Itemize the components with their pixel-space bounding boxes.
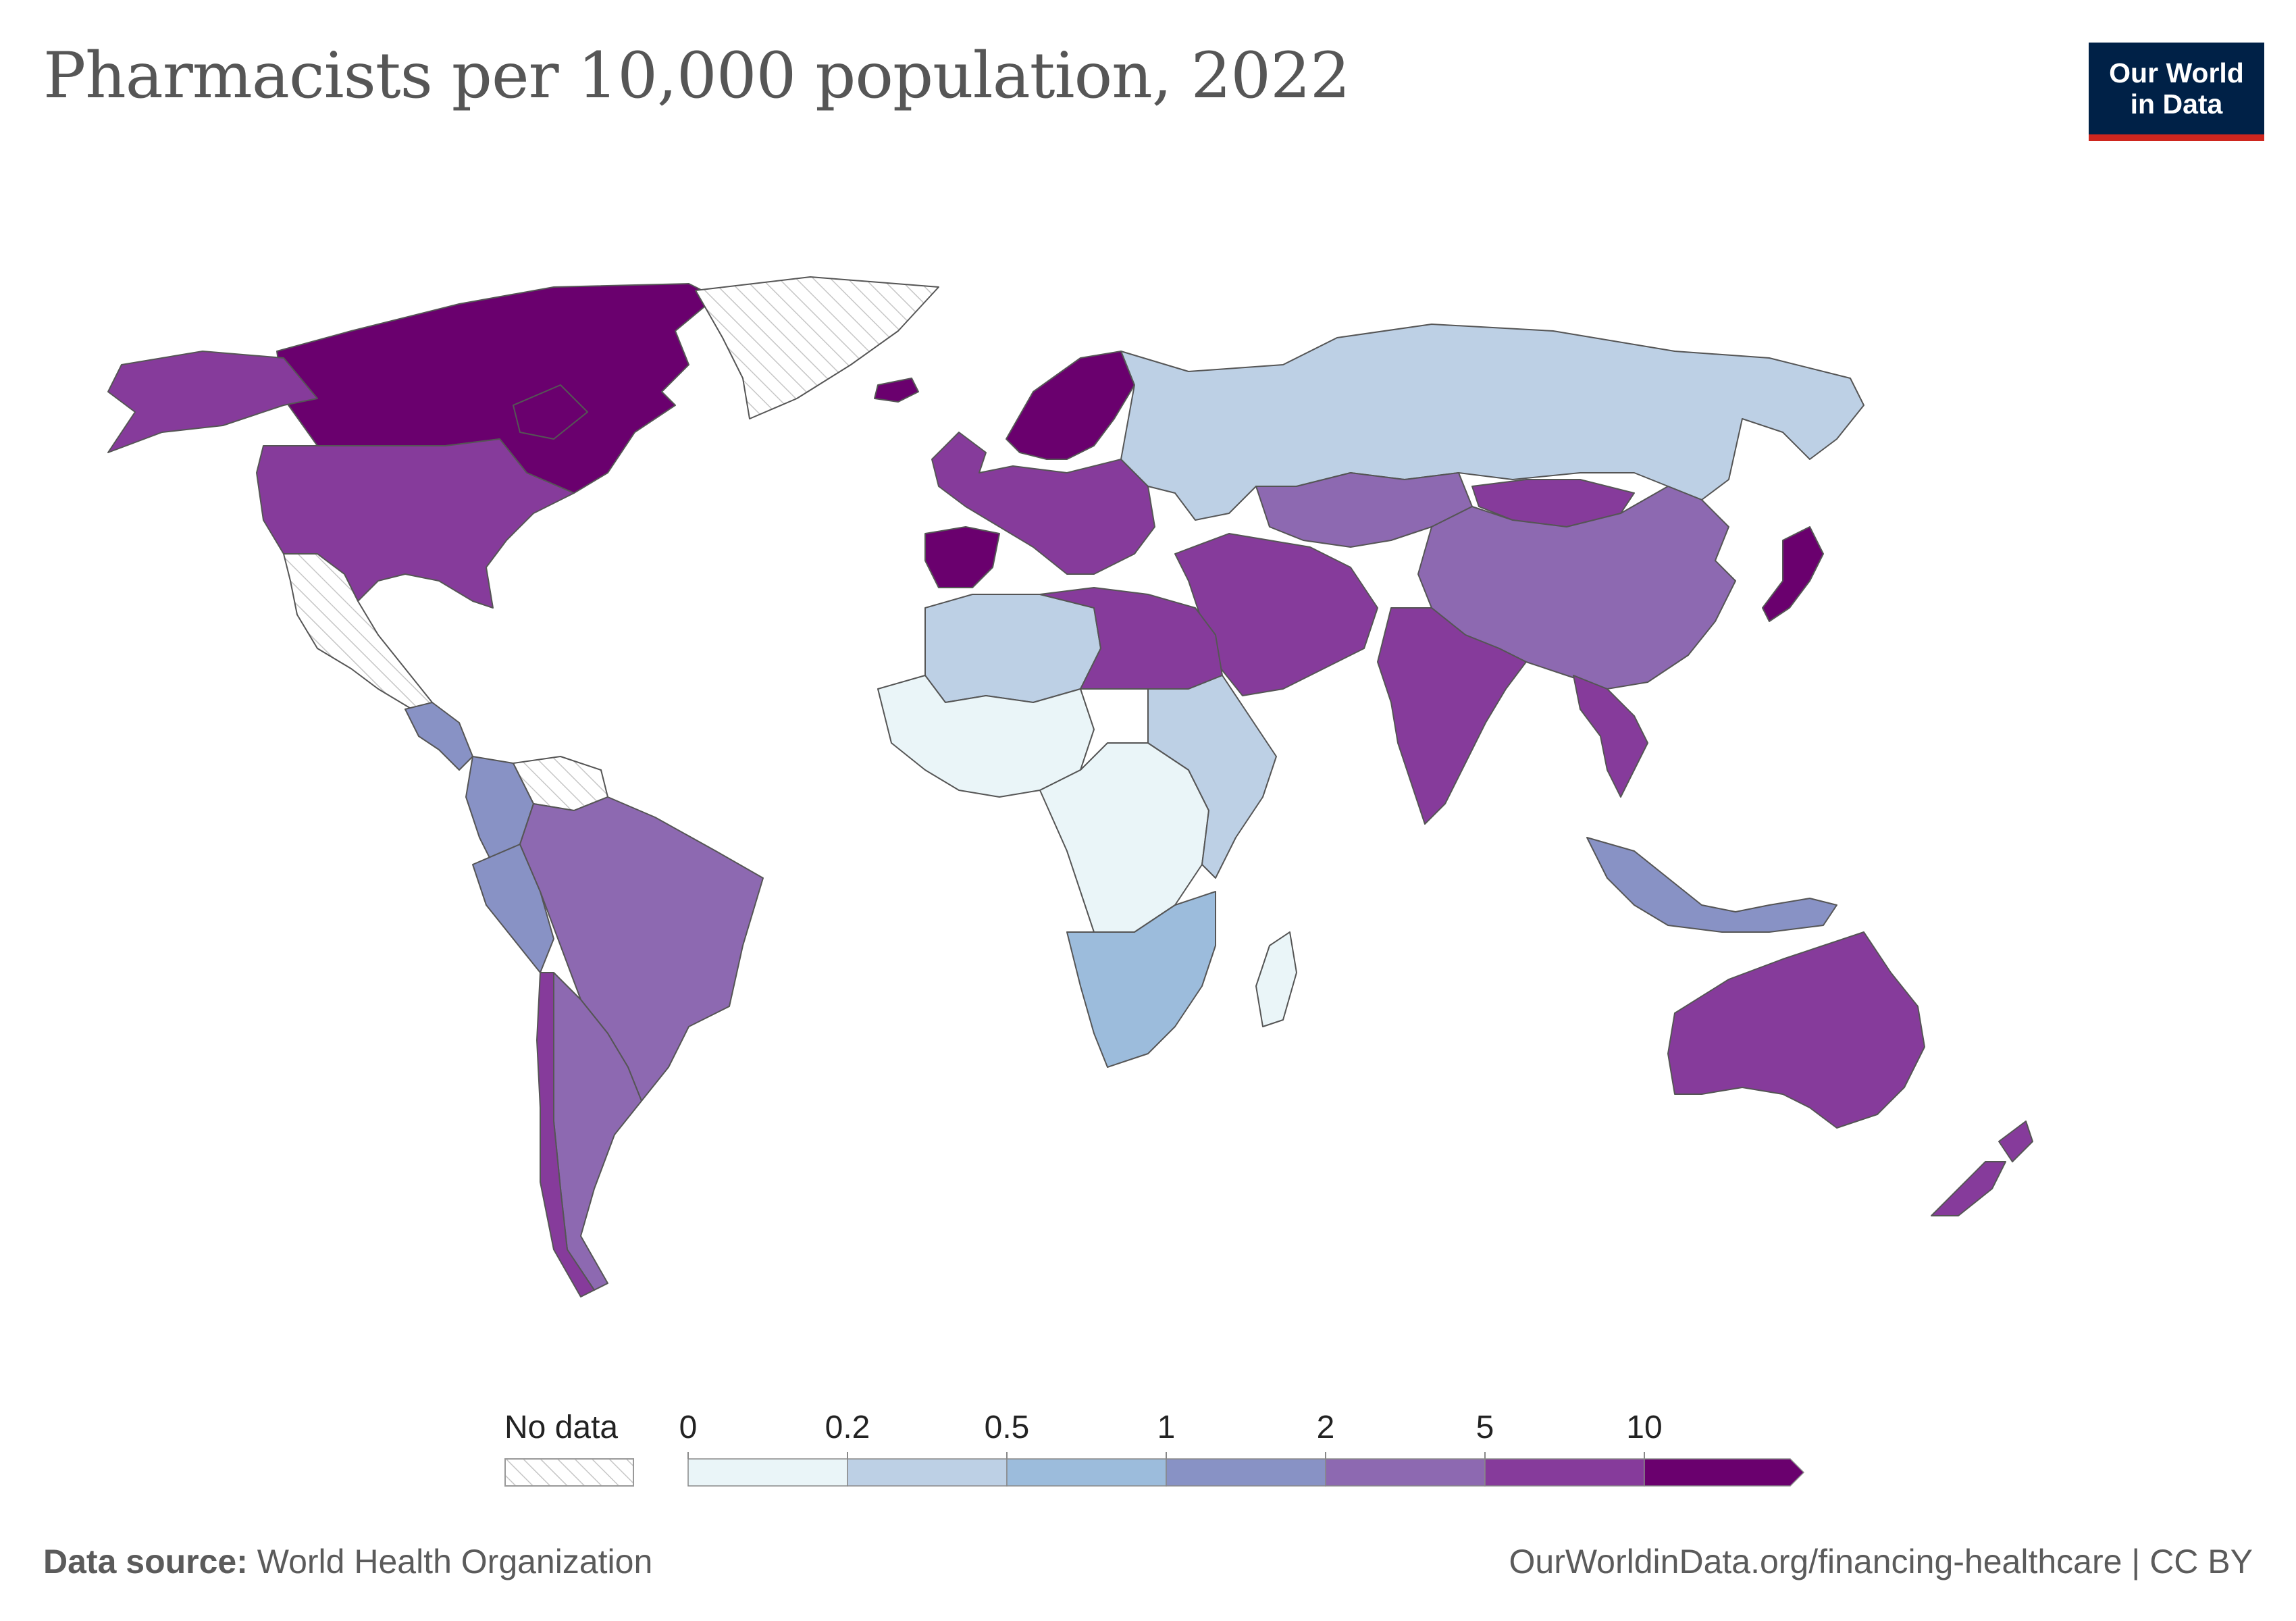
region-scandinavia[interactable] [1006, 351, 1135, 460]
region-central-america[interactable] [405, 702, 473, 771]
legend-bin-6 [1644, 1458, 1805, 1487]
region-southeast-asia[interactable] [1573, 675, 1648, 798]
region-japan[interactable] [1762, 526, 1824, 622]
legend-bin-1 [847, 1458, 1008, 1487]
logo-line-1: Our World [2109, 57, 2244, 88]
owid-logo[interactable]: Our World in Data [2089, 43, 2264, 141]
region-west-africa[interactable] [877, 675, 1095, 798]
region-western-europe[interactable] [931, 432, 1155, 575]
legend-bin-0 [687, 1458, 848, 1487]
region-new-zealand[interactable] [1931, 1121, 2033, 1216]
data-source-name: World Health Organization [257, 1543, 653, 1580]
data-source: Data source: World Health Organization [43, 1542, 652, 1581]
legend-tick-label-3: 1 [1157, 1410, 1176, 1445]
source-url[interactable]: OurWorldinData.org/financing-healthcare … [1509, 1543, 2253, 1580]
region-australia[interactable] [1667, 931, 1925, 1129]
region-madagascar[interactable] [1255, 931, 1297, 1027]
region-brazil[interactable] [519, 796, 764, 1102]
legend-tick-label-5: 5 [1476, 1410, 1494, 1445]
region-alaska[interactable] [107, 351, 318, 453]
legend-bin-4 [1325, 1458, 1486, 1487]
legend-tick-label-1: 0.2 [825, 1410, 870, 1445]
chart-title: Pharmacists per 10,000 population, 2022 [43, 39, 1351, 113]
legend-no-data-label: No data [504, 1410, 619, 1445]
region-east-africa[interactable] [1147, 675, 1277, 879]
region-iceland[interactable] [874, 378, 919, 403]
data-source-label: Data source: [43, 1543, 248, 1580]
legend-bin-5 [1484, 1458, 1645, 1487]
region-india[interactable] [1377, 607, 1527, 825]
legend-tick-label-6: 10 [1626, 1410, 1663, 1445]
legend-tick-label-2: 0.5 [984, 1410, 1030, 1445]
legend-no-data-swatch [504, 1458, 634, 1487]
region-greenland[interactable] [695, 276, 939, 419]
legend-tick-label-4: 2 [1316, 1410, 1335, 1445]
region-north-africa[interactable] [924, 594, 1101, 703]
legend-bin-3 [1166, 1458, 1326, 1487]
region-indonesia[interactable] [1586, 837, 1837, 933]
world-map[interactable] [0, 257, 2296, 1310]
region-iberia[interactable] [924, 526, 1000, 588]
legend-bin-2 [1006, 1458, 1167, 1487]
region-southern-africa[interactable] [1066, 891, 1216, 1068]
region-chile[interactable] [536, 972, 595, 1297]
legend-tick-label-0: 0 [679, 1410, 698, 1445]
legend-scale [504, 1452, 1805, 1487]
logo-line-2: in Data [2130, 88, 2223, 120]
